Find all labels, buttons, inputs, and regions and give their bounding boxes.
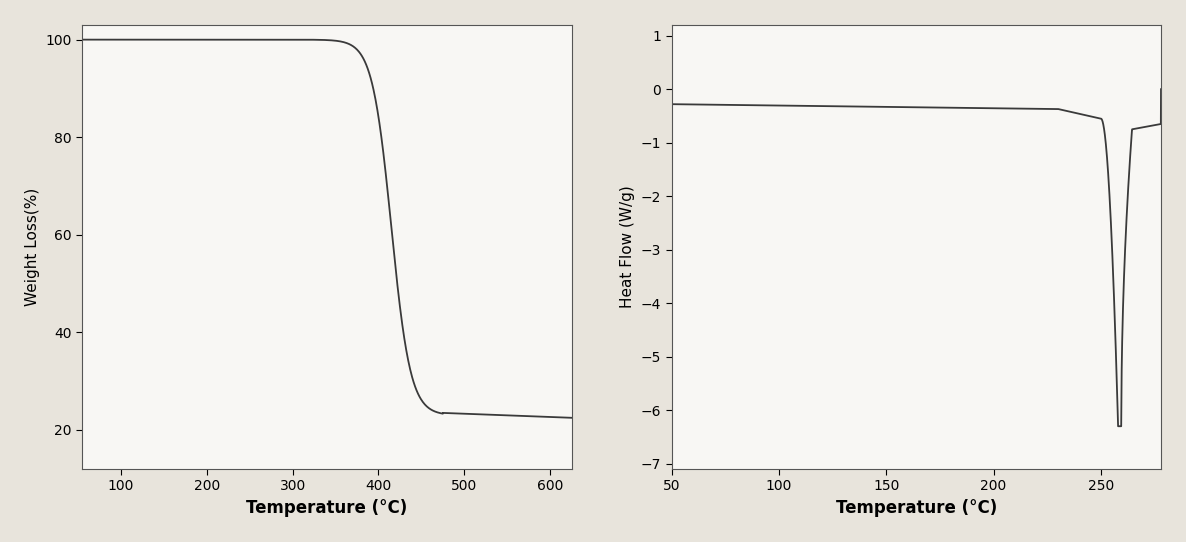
X-axis label: Temperature (°C): Temperature (°C) xyxy=(247,499,408,517)
X-axis label: Temperature (°C): Temperature (°C) xyxy=(836,499,997,517)
Y-axis label: Heat Flow (W/g): Heat Flow (W/g) xyxy=(620,186,636,308)
Y-axis label: Weight Loss(%): Weight Loss(%) xyxy=(25,188,40,306)
